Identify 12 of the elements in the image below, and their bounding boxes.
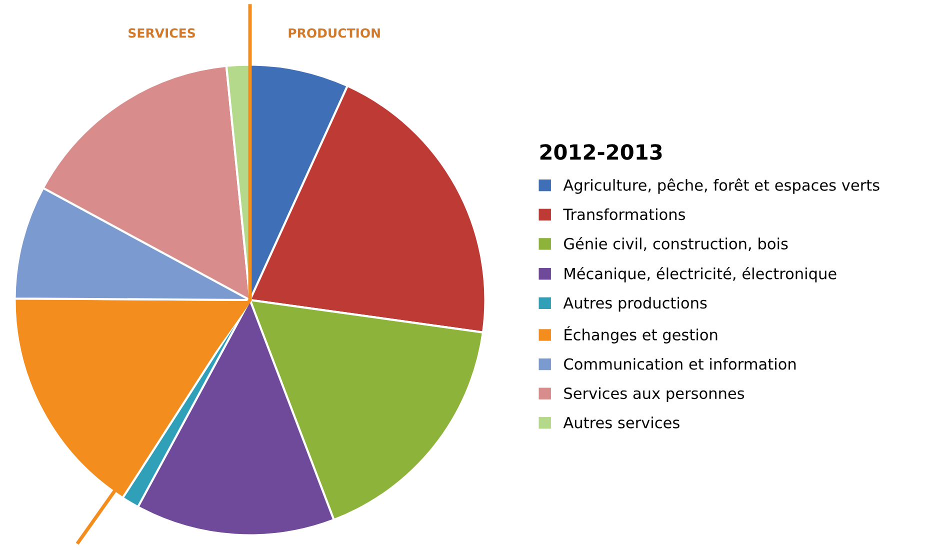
text: SERVICES [128, 28, 195, 38]
legend-label: Mécanique, électricité, électronique [564, 266, 836, 282]
legend-label: Agriculture, pêche, forêt et espaces verts [563, 178, 880, 194]
legend-label: Génie civil, construction, bois [564, 237, 788, 252]
legend-label: Échanges et gestion [564, 326, 718, 344]
legend-title: 2012-2013 [540, 144, 662, 160]
legend-label: Communication et information [564, 358, 796, 370]
legend-label: Autres services [563, 416, 680, 428]
legend-label: Transformations [563, 208, 686, 220]
text: PRODUCTION [288, 28, 380, 38]
legend-label: Autres productions [563, 296, 707, 312]
legend-label: Services aux personnes [564, 387, 744, 402]
